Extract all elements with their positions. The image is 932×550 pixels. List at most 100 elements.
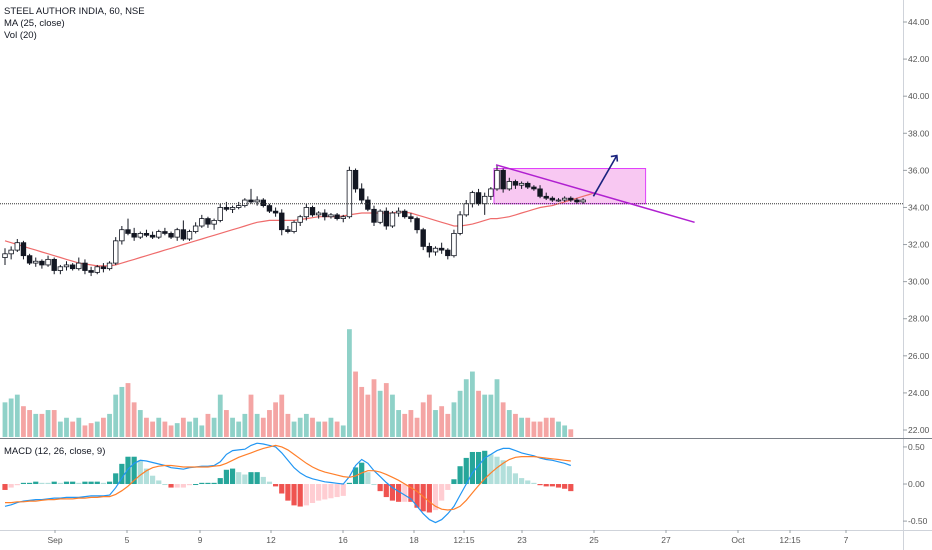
- drawings[interactable]: [0, 154, 903, 224]
- volume-bar: [88, 423, 94, 437]
- candle-body: [291, 221, 297, 232]
- macd-histogram-bar: [365, 472, 371, 485]
- volume-bar: [174, 423, 180, 437]
- candle-body: [358, 188, 365, 201]
- volume-bar: [396, 410, 401, 437]
- volume-bar: [476, 390, 481, 437]
- volume-bar: [445, 413, 451, 437]
- volume-bar: [500, 402, 506, 437]
- price-tick-label: 40.00: [908, 91, 930, 101]
- macd-histogram-bar: [217, 478, 223, 485]
- volume-bar: [470, 371, 475, 437]
- volume-bar: [51, 410, 57, 437]
- volume-bar: [187, 421, 192, 437]
- volume-bar: [8, 398, 14, 437]
- macd-histogram-bar: [229, 468, 236, 485]
- volume-bar: [125, 383, 131, 437]
- price-tick-label: 26.00: [908, 351, 930, 361]
- price-tick-label: 28.00: [908, 314, 930, 324]
- candle-body: [229, 207, 236, 210]
- macd-histogram-bar: [223, 469, 229, 485]
- macd-histogram-bar: [475, 451, 482, 485]
- candle-body: [174, 229, 180, 238]
- candle-body: [481, 195, 488, 205]
- macd-histogram-bar: [199, 482, 205, 485]
- macd-histogram-bar: [568, 484, 574, 492]
- candle-body: [543, 195, 549, 199]
- candle-body: [26, 255, 33, 264]
- candle-body: [371, 208, 377, 223]
- volume-bar: [568, 429, 574, 437]
- macd-histogram-bar: [94, 481, 100, 485]
- candle-body: [266, 205, 273, 212]
- volume-bars: [2, 329, 574, 437]
- candle-body: [113, 240, 119, 264]
- candle-body: [377, 210, 383, 223]
- macd-histogram-bar: [328, 484, 334, 499]
- macd-histogram-bar: [168, 484, 174, 488]
- candle-body: [100, 266, 107, 270]
- macd-tick-label: 0.50: [908, 442, 925, 452]
- candle-body: [561, 197, 568, 201]
- macd-histogram-bar: [469, 451, 475, 485]
- candle-body: [402, 210, 408, 218]
- macd-histogram-bar: [82, 481, 88, 485]
- volume-bar: [64, 417, 69, 437]
- macd-histogram-bar: [14, 484, 20, 486]
- volume-bar: [390, 394, 395, 437]
- macd-histogram-bar: [463, 457, 469, 485]
- candle-body: [395, 210, 402, 214]
- breakout-arrow-line: [592, 155, 618, 197]
- macd-histogram-bar: [334, 484, 340, 498]
- macd-histogram-bar: [254, 472, 260, 485]
- candle-body: [488, 188, 494, 197]
- candle-body: [119, 229, 125, 242]
- macd-histogram-bar: [113, 473, 119, 485]
- volume-bar: [156, 417, 162, 437]
- macd-histogram-bar: [494, 456, 500, 485]
- volume-bar: [525, 417, 531, 437]
- macd-histogram-bar: [88, 481, 94, 485]
- time-tick-label: 7: [844, 535, 849, 545]
- volume-bar: [506, 410, 512, 437]
- macd-tick-label: -0.50: [908, 516, 928, 526]
- candle-body: [420, 229, 426, 247]
- volume-bar: [211, 417, 217, 437]
- volume-bar: [193, 417, 199, 437]
- macd-histogram-bar: [279, 484, 285, 494]
- macd-pane: [2, 442, 574, 524]
- volume-bar: [254, 413, 260, 437]
- candle-body: [352, 169, 359, 190]
- macd-histogram-bar: [451, 479, 457, 485]
- macd-histogram-bar: [211, 482, 217, 485]
- volume-bar: [371, 379, 377, 437]
- candle-body: [309, 207, 316, 216]
- volume-bar: [451, 402, 457, 437]
- macd-histogram-bar: [297, 484, 303, 507]
- volume-bar: [57, 421, 63, 437]
- volume-bar: [162, 421, 168, 437]
- price-tick-label: 30.00: [908, 277, 930, 287]
- volume-bar: [279, 394, 285, 437]
- macd-histogram-bar: [76, 482, 82, 485]
- volume-bar: [230, 417, 235, 437]
- macd-histogram-bar: [131, 456, 137, 485]
- macd-histogram-bar: [45, 482, 51, 485]
- volume-bar: [297, 417, 303, 437]
- price-tick-label: 24.00: [908, 388, 930, 398]
- candle-body: [125, 229, 131, 234]
- macd-histogram-bar: [371, 484, 377, 486]
- volume-bar: [414, 417, 420, 437]
- volume-bar: [2, 402, 8, 437]
- macd-histogram-bar: [180, 484, 186, 488]
- candle-body: [469, 192, 476, 205]
- volume-bar: [248, 394, 254, 437]
- price-tick-label: 32.00: [908, 240, 930, 250]
- volume-bar: [137, 410, 143, 437]
- volume-bar: [70, 421, 76, 437]
- candle-body: [568, 197, 574, 201]
- volume-bar: [549, 417, 555, 437]
- volume-bar: [347, 329, 352, 437]
